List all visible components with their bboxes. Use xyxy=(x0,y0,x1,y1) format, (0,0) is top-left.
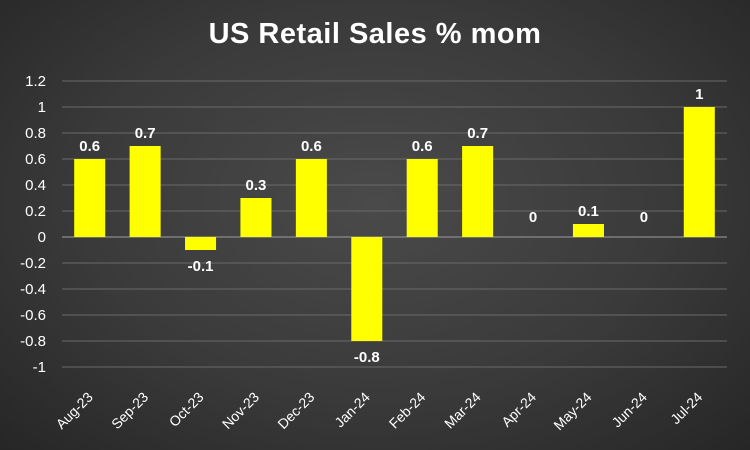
chart-title: US Retail Sales % mom xyxy=(208,18,542,50)
data-label: 0.3 xyxy=(246,177,267,194)
y-tick-label: 1 xyxy=(38,99,46,116)
y-tick-label: 1.2 xyxy=(25,73,46,90)
y-tick-label: -1 xyxy=(33,359,46,376)
data-label: 0.6 xyxy=(412,138,433,155)
x-tick-label: Jan-24 xyxy=(331,389,373,431)
data-label: 0.6 xyxy=(301,138,322,155)
bar xyxy=(295,159,327,237)
y-tick-label: -0.6 xyxy=(20,307,46,324)
bar xyxy=(74,159,106,237)
y-tick-label: 0.8 xyxy=(25,125,46,142)
data-label: 0.6 xyxy=(79,138,100,155)
x-tick-label: Apr-24 xyxy=(498,389,539,430)
x-tick-label: Aug-23 xyxy=(53,389,96,432)
x-tick-label: Oct-23 xyxy=(166,389,207,430)
data-label: 0 xyxy=(640,209,648,226)
x-tick-label: Mar-24 xyxy=(441,389,484,432)
bar xyxy=(240,198,272,237)
data-label: -0.8 xyxy=(354,349,380,366)
x-tick-label: Nov-23 xyxy=(219,389,262,432)
data-label: -0.1 xyxy=(188,258,214,275)
bar xyxy=(462,146,494,237)
data-label: 1 xyxy=(695,86,703,103)
x-tick-label: Feb-24 xyxy=(386,389,429,432)
y-tick-label: -0.2 xyxy=(20,255,46,272)
bar xyxy=(406,159,438,237)
bar xyxy=(683,107,715,237)
y-tick-label: 0.6 xyxy=(25,151,46,168)
bar xyxy=(185,237,217,250)
x-tick-label: May-24 xyxy=(550,389,594,433)
y-tick-label: 0.2 xyxy=(25,203,46,220)
bar xyxy=(129,146,161,237)
y-tick-label: -0.8 xyxy=(20,333,46,350)
y-tick-label: -0.4 xyxy=(20,281,46,298)
data-label: 0.1 xyxy=(578,203,599,220)
x-tick-label: Jul-24 xyxy=(667,389,705,427)
x-tick-label: Dec-23 xyxy=(274,389,317,432)
bar xyxy=(572,224,604,237)
y-tick-label: 0.4 xyxy=(25,177,46,194)
x-tick-label: Jun-24 xyxy=(608,389,650,431)
x-tick-label: Sep-23 xyxy=(108,389,151,432)
data-label: 0 xyxy=(529,209,537,226)
data-label: 0.7 xyxy=(135,125,156,142)
bar xyxy=(351,237,383,341)
y-tick-label: 0 xyxy=(38,229,46,246)
data-label: 0.7 xyxy=(467,125,488,142)
